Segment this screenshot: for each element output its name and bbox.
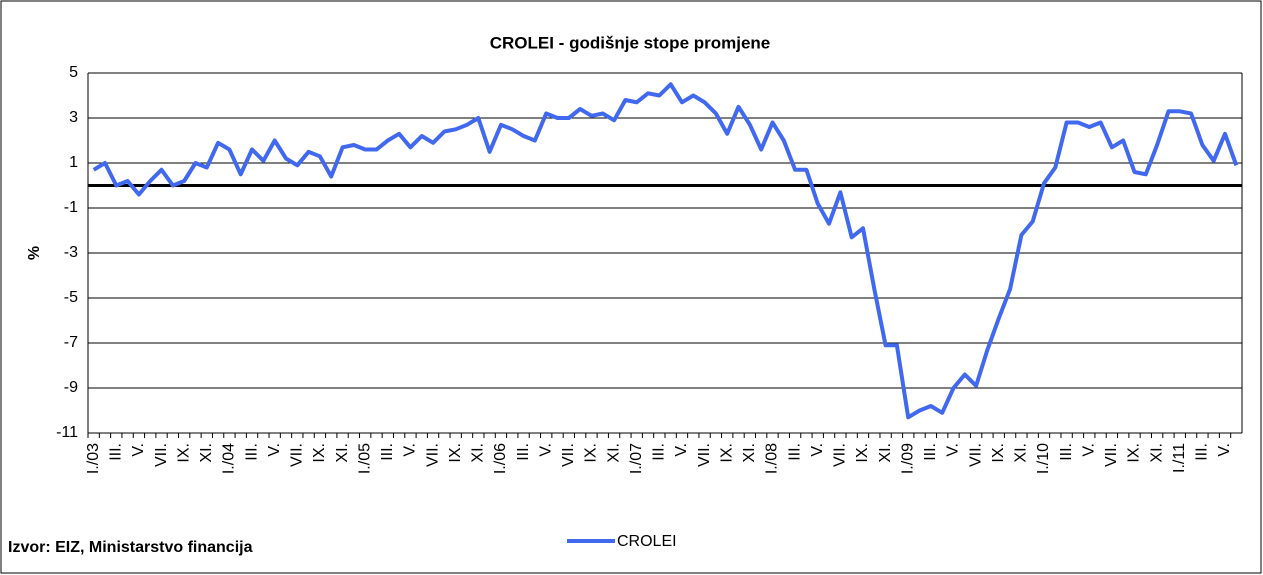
x-tick-label: I./05	[356, 443, 373, 474]
x-tick-label: VII.	[832, 443, 849, 467]
x-tick-label: I./10	[1035, 443, 1052, 474]
x-tick-label: III.	[515, 443, 532, 461]
x-tick-label: I./03	[85, 443, 102, 474]
y-tick-label: -1	[64, 199, 78, 216]
x-tick-label: III.	[1058, 443, 1075, 461]
x-tick-label: VII.	[289, 443, 306, 467]
x-tick-label: XI.	[1013, 443, 1030, 463]
source-note: Izvor: EIZ, Ministarstvo financija	[8, 539, 253, 556]
x-tick-label: III.	[786, 443, 803, 461]
y-tick-label: 5	[69, 64, 78, 81]
legend-label: CROLEI	[617, 533, 677, 550]
y-tick-label: -9	[64, 379, 78, 396]
x-tick-label: XI.	[605, 443, 622, 463]
x-tick-label: VII.	[696, 443, 713, 467]
x-tick-label: IX.	[854, 443, 871, 463]
x-tick-label: V.	[266, 443, 283, 457]
x-tick-label: III.	[108, 443, 125, 461]
x-tick-label: IX.	[311, 443, 328, 463]
x-tick-label: IX.	[990, 443, 1007, 463]
x-tick-label: VII.	[1103, 443, 1120, 467]
x-tick-label: VII.	[560, 443, 577, 467]
x-tick-label: V.	[945, 443, 962, 457]
x-tick-label: V.	[1080, 443, 1097, 457]
y-axis-label: %	[26, 246, 43, 260]
y-tick-label: -7	[64, 334, 78, 351]
x-tick-label: XI.	[470, 443, 487, 463]
y-tick-label: -11	[56, 424, 78, 441]
x-tick-label: XI.	[1148, 443, 1165, 463]
x-tick-label: IX.	[718, 443, 735, 463]
x-tick-label: V.	[673, 443, 690, 457]
y-tick-label: 1	[69, 154, 78, 171]
y-tick-label: -5	[64, 289, 78, 306]
x-tick-label: III.	[922, 443, 939, 461]
x-tick-label: IX.	[1126, 443, 1143, 463]
y-tick-label: -3	[64, 244, 78, 261]
x-tick-label: IX.	[447, 443, 464, 463]
x-tick-label: III.	[1194, 443, 1211, 461]
x-tick-label: I./06	[492, 443, 509, 474]
x-tick-label: III.	[379, 443, 396, 461]
x-tick-label: VII.	[967, 443, 984, 467]
x-tick-label: V.	[1216, 443, 1233, 457]
x-tick-label: XI.	[741, 443, 758, 463]
x-tick-label: V.	[130, 443, 147, 457]
x-tick-label: XI.	[334, 443, 351, 463]
y-tick-label: 3	[69, 109, 78, 126]
x-tick-label: VII.	[424, 443, 441, 467]
x-tick-label: I./04	[221, 443, 238, 474]
x-tick-label: V.	[537, 443, 554, 457]
x-tick-label: XI.	[877, 443, 894, 463]
x-tick-label: IX.	[175, 443, 192, 463]
x-tick-label: III.	[243, 443, 260, 461]
chart-title: CROLEI - godišnje stope promjene	[490, 33, 771, 52]
x-tick-label: V.	[809, 443, 826, 457]
x-tick-label: I./08	[764, 443, 781, 474]
x-tick-label: I./09	[899, 443, 916, 474]
x-tick-label: IX.	[583, 443, 600, 463]
x-tick-label: V.	[402, 443, 419, 457]
x-tick-label: III.	[651, 443, 668, 461]
x-tick-label: VII.	[153, 443, 170, 467]
x-tick-label: I./07	[628, 443, 645, 474]
x-tick-label: XI.	[198, 443, 215, 463]
data-line	[92, 82, 1239, 420]
x-tick-label: I./11	[1171, 443, 1188, 473]
